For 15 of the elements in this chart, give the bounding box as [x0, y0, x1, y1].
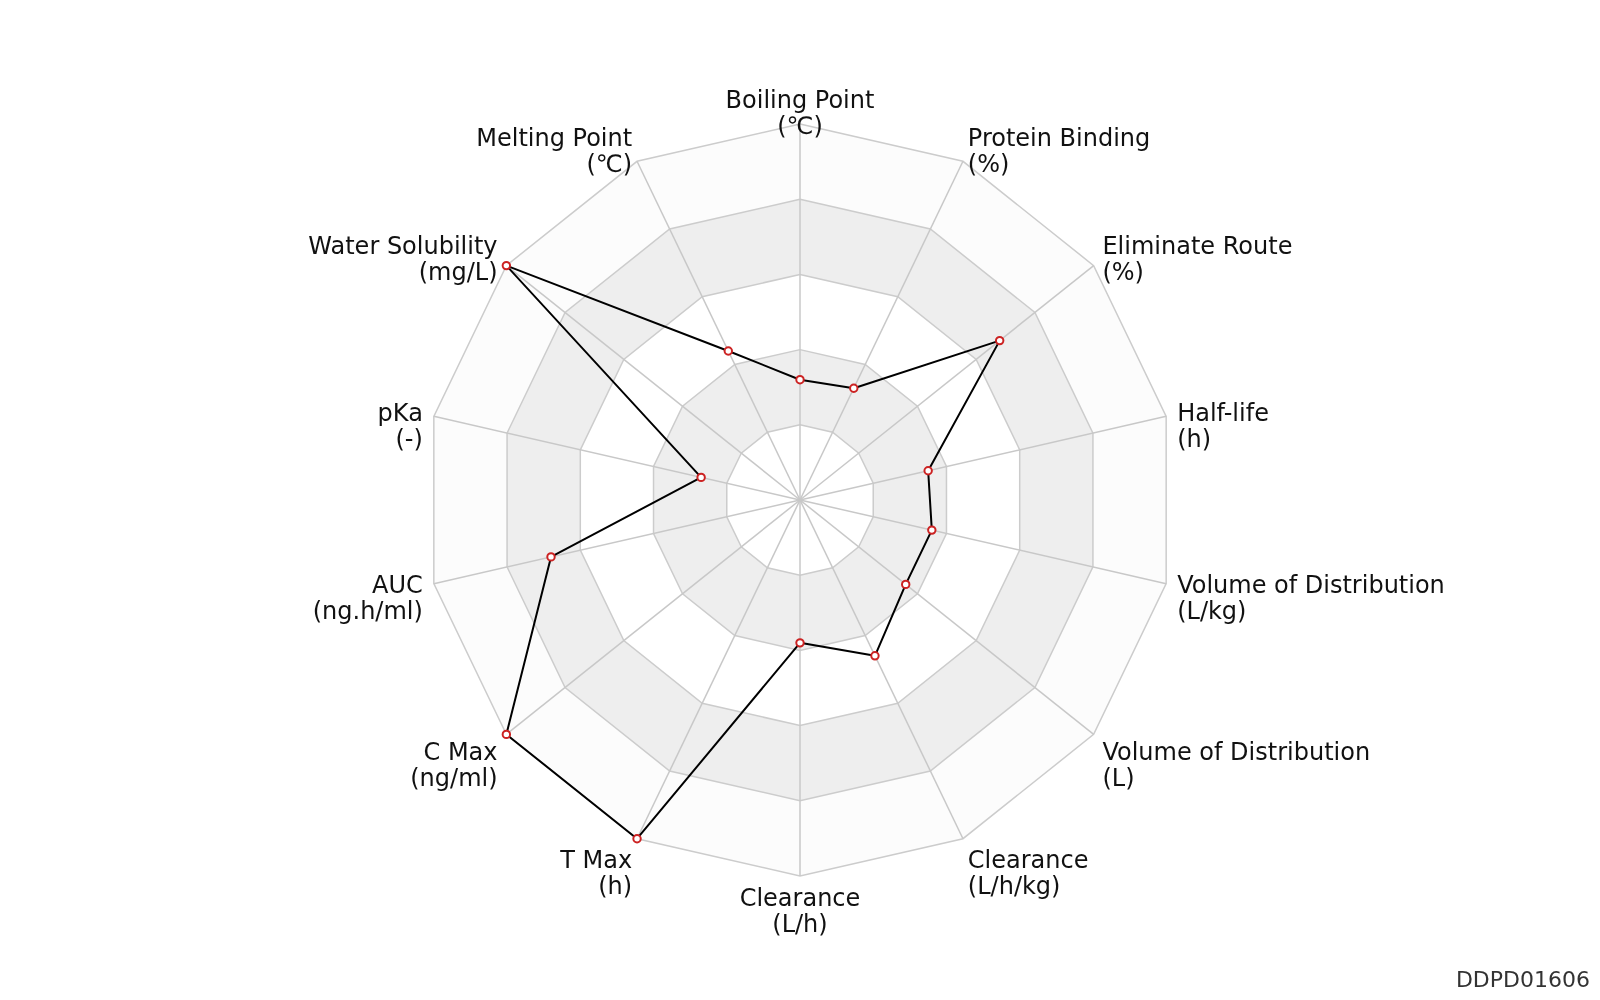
- spoke-label: Volume of Distribution (L/kg): [1177, 571, 1445, 626]
- spoke-label: Volume of Distribution (L): [1102, 738, 1371, 793]
- spoke-label: T Max (h): [559, 845, 633, 900]
- spoke-label: Clearance (L/h): [739, 884, 861, 939]
- spoke-label: Protein Binding (%): [967, 124, 1151, 179]
- spoke-label: Half-life (h): [1177, 398, 1269, 453]
- spoke-label: Boiling Point (℃): [725, 85, 875, 140]
- text: DDPD01606: [1455, 967, 1590, 992]
- spoke-label: Clearance (L/h/kg): [967, 845, 1089, 900]
- spoke-label: Melting Point (℃): [476, 124, 633, 179]
- spoke-label: Eliminate Route (%): [1102, 231, 1293, 286]
- spoke-label: AUC (ng.h/ml): [312, 571, 423, 626]
- spoke-label: C Max (ng/ml): [410, 738, 498, 793]
- spoke-label: pKa (-): [377, 398, 423, 453]
- spoke-label: Water Solubility (mg/L): [308, 231, 498, 286]
